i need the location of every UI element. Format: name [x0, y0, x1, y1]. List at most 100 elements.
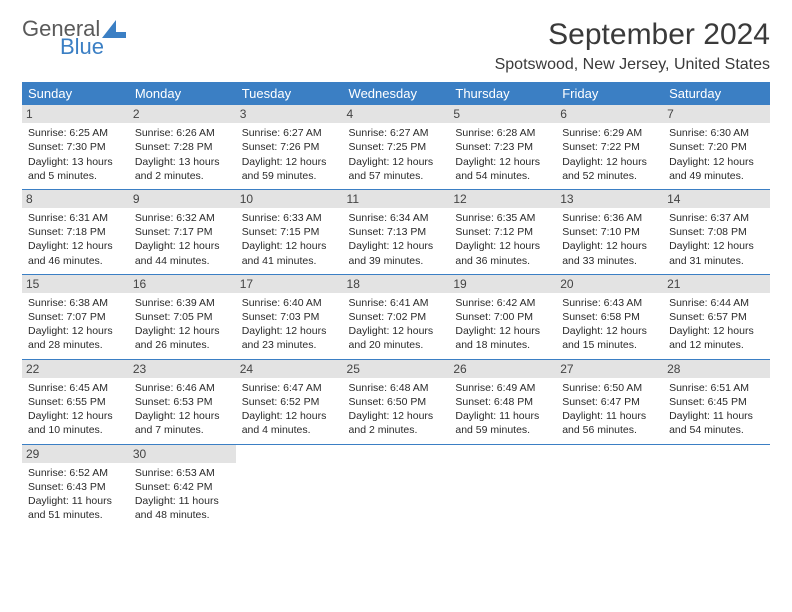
calendar-table: Sunday Monday Tuesday Wednesday Thursday… — [22, 82, 770, 528]
calendar-day-cell: 19 Sunrise: 6:42 AMSunset: 7:00 PMDayligh… — [449, 274, 556, 359]
calendar-day-cell: 12 Sunrise: 6:35 AMSunset: 7:12 PMDayligh… — [449, 189, 556, 274]
calendar-day-cell: 15Sunrise: 6:38 AMSunset: 7:07 PMDayligh… — [22, 274, 129, 359]
calendar-day-cell: 13 Sunrise: 6:36 AMSunset: 7:10 PMDayligh… — [556, 189, 663, 274]
calendar-day-cell: 5Sunrise: 6:28 AMSunset: 7:23 PMDaylight… — [449, 105, 556, 189]
day-info: Sunrise: 6:46 AMSunset: 6:53 PMDaylight:… — [135, 381, 230, 438]
calendar-day-cell: 10 Sunrise: 6:33 AMSunset: 7:15 PMDayligh… — [236, 189, 343, 274]
weekday-header-row: Sunday Monday Tuesday Wednesday Thursday… — [22, 82, 770, 105]
calendar-day-cell: 2Sunrise: 6:26 AMSunset: 7:28 PMDaylight… — [129, 105, 236, 189]
calendar-day-cell: 1 Sunrise: 6:25 AMSunset: 7:30 PMDaylight… — [22, 105, 129, 189]
calendar-day-cell: 30Sunrise: 6:53 AMSunset: 6:42 PMDayligh… — [129, 444, 236, 528]
calendar-day-cell: 16Sunrise: 6:39 AMSunset: 7:05 PMDayligh… — [129, 274, 236, 359]
day-number: 7 — [663, 105, 770, 123]
calendar-day-cell: 9 Sunrise: 6:32 AMSunset: 7:17 PMDaylight… — [129, 189, 236, 274]
day-number: 3 — [236, 105, 343, 123]
day-number: 4 — [343, 105, 450, 123]
weekday-header: Friday — [556, 82, 663, 105]
page-title: September 2024 — [495, 18, 770, 52]
day-number: 14 — [663, 190, 770, 208]
day-number: 22 — [22, 360, 129, 378]
day-number: 29 — [22, 445, 129, 463]
calendar-day-cell: 27 Sunrise: 6:50 AMSunset: 6:47 PMDayligh… — [556, 359, 663, 444]
day-number: 30 — [129, 445, 236, 463]
day-number: 1 — [22, 105, 129, 123]
calendar-day-cell: 7 Sunrise: 6:30 AMSunset: 7:20 PMDaylight… — [663, 105, 770, 189]
calendar-day-cell: 18 Sunrise: 6:41 AMSunset: 7:02 PMDayligh… — [343, 274, 450, 359]
calendar-week-row: 22 Sunrise: 6:45 AMSunset: 6:55 PMDayligh… — [22, 359, 770, 444]
day-info: Sunrise: 6:48 AMSunset: 6:50 PMDaylight:… — [349, 381, 444, 438]
header: General Blue September 2024 Spotswood, N… — [22, 18, 770, 74]
calendar-day-cell: 3Sunrise: 6:27 AMSunset: 7:26 PMDaylight… — [236, 105, 343, 189]
day-info: Sunrise: 6:27 AMSunset: 7:25 PMDaylight:… — [349, 126, 444, 183]
calendar-day-cell — [236, 444, 343, 528]
day-number: 26 — [449, 360, 556, 378]
calendar-day-cell — [556, 444, 663, 528]
calendar-day-cell: 17Sunrise: 6:40 AMSunset: 7:03 PMDayligh… — [236, 274, 343, 359]
day-info: Sunrise: 6:41 AMSunset: 7:02 PMDaylight:… — [349, 296, 444, 353]
calendar-week-row: 1 Sunrise: 6:25 AMSunset: 7:30 PMDaylight… — [22, 105, 770, 189]
day-info: Sunrise: 6:28 AMSunset: 7:23 PMDaylight:… — [455, 126, 550, 183]
calendar-day-cell: 26 Sunrise: 6:49 AMSunset: 6:48 PMDayligh… — [449, 359, 556, 444]
day-info: Sunrise: 6:52 AMSunset: 6:43 PMDaylight:… — [28, 466, 123, 523]
day-number: 16 — [129, 275, 236, 293]
calendar-day-cell — [343, 444, 450, 528]
calendar-week-row: 15Sunrise: 6:38 AMSunset: 7:07 PMDayligh… — [22, 274, 770, 359]
title-block: September 2024 Spotswood, New Jersey, Un… — [495, 18, 770, 74]
calendar-day-cell — [663, 444, 770, 528]
day-info: Sunrise: 6:30 AMSunset: 7:20 PMDaylight:… — [669, 126, 764, 183]
day-info: Sunrise: 6:33 AMSunset: 7:15 PMDaylight:… — [242, 211, 337, 268]
day-number: 9 — [129, 190, 236, 208]
day-info: Sunrise: 6:38 AMSunset: 7:07 PMDaylight:… — [28, 296, 123, 353]
calendar-day-cell: 23 Sunrise: 6:46 AMSunset: 6:53 PMDayligh… — [129, 359, 236, 444]
day-info: Sunrise: 6:50 AMSunset: 6:47 PMDaylight:… — [562, 381, 657, 438]
calendar-day-cell — [449, 444, 556, 528]
weekday-header: Tuesday — [236, 82, 343, 105]
day-info: Sunrise: 6:42 AMSunset: 7:00 PMDaylight:… — [455, 296, 550, 353]
calendar-day-cell: 22 Sunrise: 6:45 AMSunset: 6:55 PMDayligh… — [22, 359, 129, 444]
day-info: Sunrise: 6:29 AMSunset: 7:22 PMDaylight:… — [562, 126, 657, 183]
brand-logo: General Blue — [22, 18, 126, 58]
day-number: 6 — [556, 105, 663, 123]
day-number: 10 — [236, 190, 343, 208]
calendar-day-cell: 21Sunrise: 6:44 AMSunset: 6:57 PMDayligh… — [663, 274, 770, 359]
day-number: 8 — [22, 190, 129, 208]
day-info: Sunrise: 6:49 AMSunset: 6:48 PMDaylight:… — [455, 381, 550, 438]
weekday-header: Saturday — [663, 82, 770, 105]
day-number: 23 — [129, 360, 236, 378]
day-number: 13 — [556, 190, 663, 208]
day-info: Sunrise: 6:25 AMSunset: 7:30 PMDaylight:… — [28, 126, 123, 183]
day-number: 19 — [449, 275, 556, 293]
day-info: Sunrise: 6:34 AMSunset: 7:13 PMDaylight:… — [349, 211, 444, 268]
day-info: Sunrise: 6:43 AMSunset: 6:58 PMDaylight:… — [562, 296, 657, 353]
weekday-header: Sunday — [22, 82, 129, 105]
day-info: Sunrise: 6:32 AMSunset: 7:17 PMDaylight:… — [135, 211, 230, 268]
day-number: 18 — [343, 275, 450, 293]
day-info: Sunrise: 6:51 AMSunset: 6:45 PMDaylight:… — [669, 381, 764, 438]
day-number: 17 — [236, 275, 343, 293]
calendar-day-cell: 24Sunrise: 6:47 AMSunset: 6:52 PMDayligh… — [236, 359, 343, 444]
calendar-day-cell: 14Sunrise: 6:37 AMSunset: 7:08 PMDayligh… — [663, 189, 770, 274]
calendar-day-cell: 11 Sunrise: 6:34 AMSunset: 7:13 PMDayligh… — [343, 189, 450, 274]
location-subtitle: Spotswood, New Jersey, United States — [495, 56, 770, 74]
day-info: Sunrise: 6:44 AMSunset: 6:57 PMDaylight:… — [669, 296, 764, 353]
weekday-header: Monday — [129, 82, 236, 105]
brand-line2: Blue — [60, 36, 126, 58]
day-number: 27 — [556, 360, 663, 378]
calendar-day-cell: 4 Sunrise: 6:27 AMSunset: 7:25 PMDaylight… — [343, 105, 450, 189]
calendar-day-cell: 6 Sunrise: 6:29 AMSunset: 7:22 PMDaylight… — [556, 105, 663, 189]
calendar-day-cell: 25 Sunrise: 6:48 AMSunset: 6:50 PMDayligh… — [343, 359, 450, 444]
day-number: 12 — [449, 190, 556, 208]
day-number: 11 — [343, 190, 450, 208]
calendar-week-row: 8Sunrise: 6:31 AMSunset: 7:18 PMDaylight… — [22, 189, 770, 274]
weekday-header: Wednesday — [343, 82, 450, 105]
day-info: Sunrise: 6:45 AMSunset: 6:55 PMDaylight:… — [28, 381, 123, 438]
day-number: 25 — [343, 360, 450, 378]
calendar-day-cell: 20Sunrise: 6:43 AMSunset: 6:58 PMDayligh… — [556, 274, 663, 359]
day-info: Sunrise: 6:35 AMSunset: 7:12 PMDaylight:… — [455, 211, 550, 268]
calendar-day-cell: 8Sunrise: 6:31 AMSunset: 7:18 PMDaylight… — [22, 189, 129, 274]
calendar-day-cell: 28Sunrise: 6:51 AMSunset: 6:45 PMDayligh… — [663, 359, 770, 444]
day-info: Sunrise: 6:36 AMSunset: 7:10 PMDaylight:… — [562, 211, 657, 268]
day-info: Sunrise: 6:26 AMSunset: 7:28 PMDaylight:… — [135, 126, 230, 183]
weekday-header: Thursday — [449, 82, 556, 105]
day-number: 24 — [236, 360, 343, 378]
